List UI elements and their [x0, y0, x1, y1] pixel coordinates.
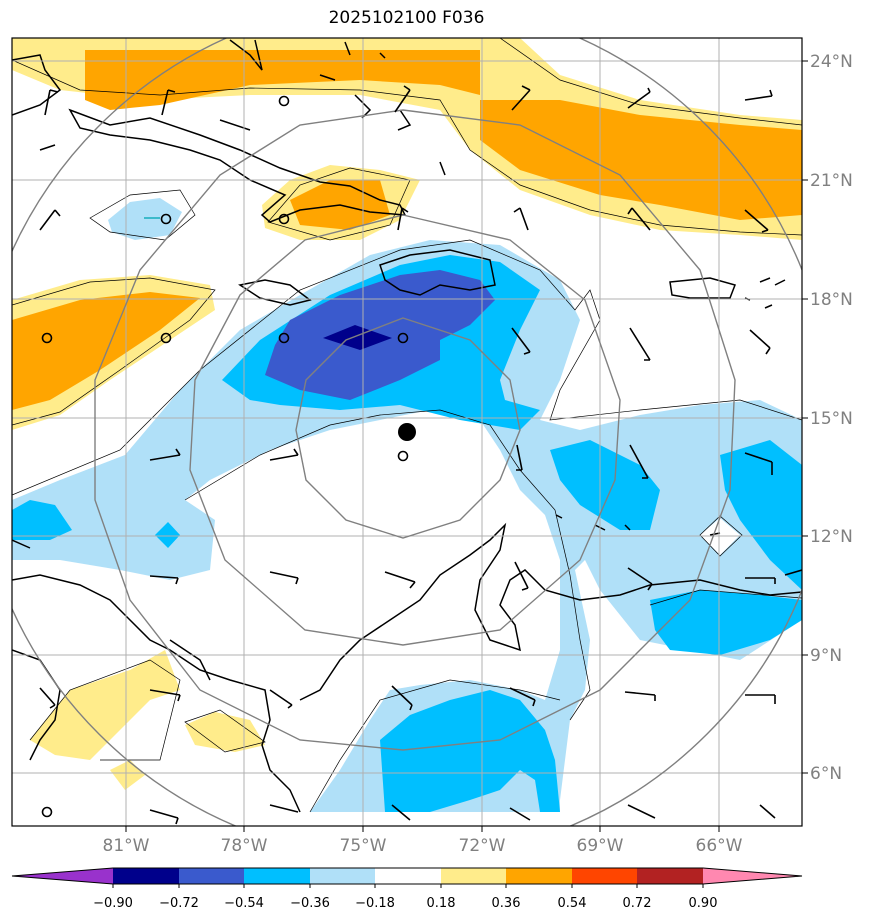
map-panel [12, 38, 802, 826]
range-rings [12, 38, 802, 826]
map-title: 2025102100 F036 [328, 8, 485, 28]
lat-tick-12n: 12°N [810, 527, 853, 547]
colorbar-label: −0.90 [93, 896, 133, 911]
colorbar-segment [441, 868, 506, 884]
colorbar-label: 0.90 [689, 896, 718, 911]
colorbar-segment [244, 868, 310, 884]
colorbar-extend-high [703, 868, 802, 884]
lat-tick-21n: 21°N [810, 171, 853, 191]
coastlines [12, 39, 802, 813]
storm-center-marker [398, 423, 416, 441]
lon-tick-81w: 81°W [103, 836, 150, 856]
colorbar-label: 0.36 [492, 896, 521, 911]
colorbar: −0.90 −0.72 −0.54 −0.36 −0.18 0.18 0.36 … [11, 867, 803, 911]
lon-tick-69w: 69°W [577, 836, 624, 856]
colorbar-segment [572, 868, 637, 884]
lat-tick-15n: 15°N [810, 409, 853, 429]
lon-tick-75w: 75°W [340, 836, 387, 856]
wind-barbs [39, 85, 802, 825]
gridlines [12, 38, 802, 826]
colorbar-segment [179, 868, 244, 884]
colorbar-segment [375, 868, 441, 884]
lon-tick-78w: 78°W [221, 836, 268, 856]
latitude-labels: 24°N 21°N 18°N 15°N 12°N 9°N 6°N [802, 52, 853, 784]
colorbar-label: −0.54 [224, 896, 264, 911]
lat-tick-18n: 18°N [810, 290, 853, 310]
colorbar-segment [113, 868, 179, 884]
lon-tick-66w: 66°W [696, 836, 743, 856]
lat-tick-9n: 9°N [810, 646, 842, 666]
colorbar-segment [506, 868, 572, 884]
colorbar-extend-low [12, 868, 113, 884]
colorbar-label: −0.72 [159, 896, 199, 911]
colorbar-segment [637, 868, 703, 884]
colorbar-segment [310, 868, 375, 884]
colorbar-label: −0.36 [290, 896, 330, 911]
positive-anomaly-shading [12, 38, 802, 790]
colorbar-label: −0.18 [355, 896, 395, 911]
map-frame [11, 37, 803, 827]
colorbar-label: 0.72 [623, 896, 652, 911]
colorbar-label: 0.54 [558, 896, 587, 911]
lat-tick-6n: 6°N [810, 764, 842, 784]
lat-tick-24n: 24°N [810, 52, 853, 72]
lon-tick-72w: 72°W [459, 836, 506, 856]
calm-station-circles [41, 95, 409, 818]
contour-lines [12, 38, 802, 813]
colorbar-label: 0.18 [427, 896, 456, 911]
longitude-labels: 81°W 78°W 75°W 72°W 69°W 66°W [103, 826, 743, 856]
